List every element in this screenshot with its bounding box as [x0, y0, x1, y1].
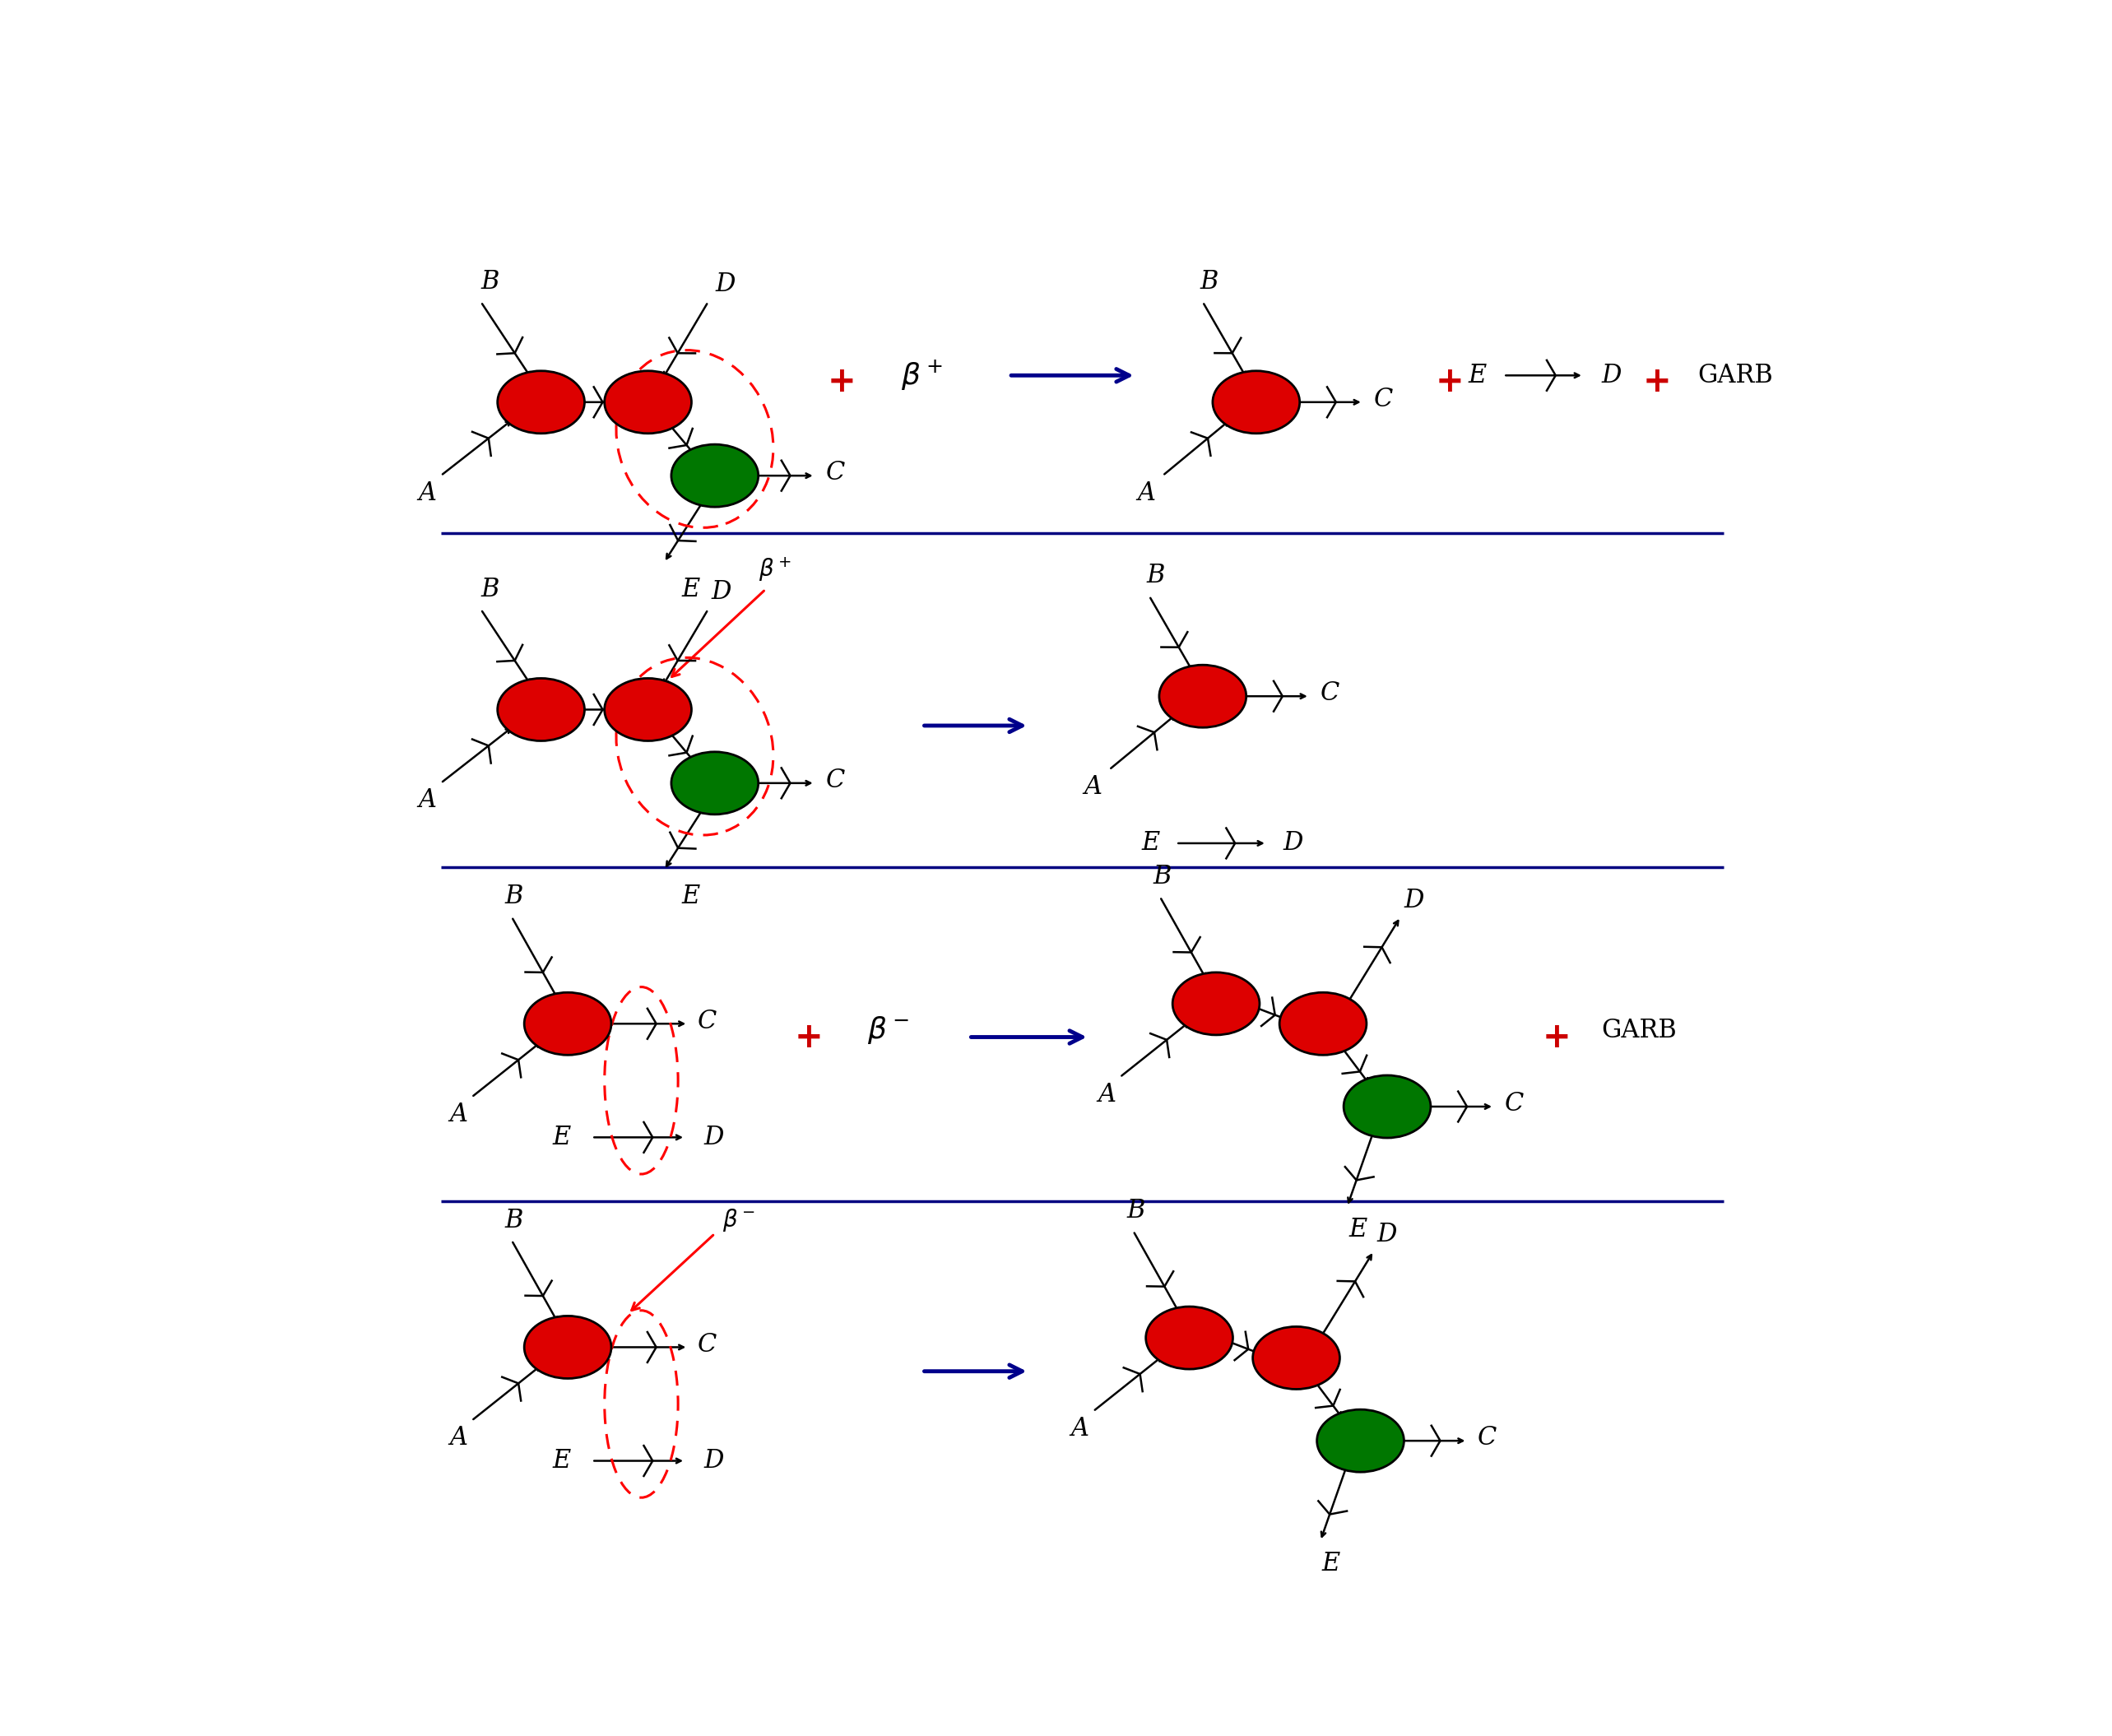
Text: C: C — [697, 1009, 716, 1035]
Text: GARB: GARB — [1698, 363, 1772, 389]
Text: D: D — [1377, 1222, 1398, 1248]
Ellipse shape — [524, 1316, 610, 1378]
Text: C: C — [1373, 387, 1392, 411]
Text: E: E — [551, 1125, 570, 1149]
Text: C: C — [1504, 1092, 1523, 1116]
Text: +: + — [1643, 365, 1671, 399]
Ellipse shape — [524, 993, 610, 1055]
Text: A: A — [1083, 774, 1102, 800]
Ellipse shape — [498, 679, 585, 741]
Text: B: B — [1153, 865, 1172, 889]
Ellipse shape — [1280, 993, 1366, 1055]
Ellipse shape — [498, 372, 585, 434]
Text: A: A — [418, 788, 437, 812]
Text: B: B — [1126, 1198, 1145, 1224]
Text: B: B — [482, 576, 498, 602]
Text: $\beta^-$: $\beta^-$ — [722, 1207, 756, 1233]
Text: +: + — [1542, 1019, 1571, 1054]
Text: $\beta^+$: $\beta^+$ — [758, 556, 792, 583]
Text: E: E — [682, 884, 699, 910]
Text: D: D — [1282, 830, 1303, 856]
Text: D: D — [1404, 889, 1423, 913]
Text: +: + — [828, 365, 855, 399]
Text: A: A — [1098, 1082, 1115, 1108]
Text: D: D — [703, 1125, 724, 1149]
Text: E: E — [1350, 1217, 1366, 1243]
Text: B: B — [1200, 269, 1219, 295]
Text: B: B — [482, 269, 498, 295]
Text: +: + — [1436, 365, 1464, 399]
Text: $\beta^-$: $\beta^-$ — [868, 1016, 910, 1047]
Text: +: + — [794, 1019, 824, 1054]
Text: E: E — [1322, 1550, 1341, 1576]
Text: B: B — [505, 1208, 524, 1233]
Text: E: E — [682, 576, 699, 602]
Ellipse shape — [1172, 972, 1259, 1035]
Ellipse shape — [604, 679, 691, 741]
Ellipse shape — [1252, 1326, 1339, 1389]
Text: B: B — [1147, 562, 1166, 589]
Text: C: C — [826, 767, 845, 793]
Text: E: E — [1468, 363, 1487, 389]
Text: $\beta^+$: $\beta^+$ — [902, 358, 942, 392]
Text: D: D — [712, 580, 731, 604]
Ellipse shape — [1212, 372, 1299, 434]
Text: A: A — [1138, 481, 1155, 505]
Text: D: D — [716, 273, 735, 297]
Ellipse shape — [1147, 1307, 1233, 1370]
Ellipse shape — [604, 372, 691, 434]
Ellipse shape — [1159, 665, 1246, 727]
Ellipse shape — [1318, 1410, 1404, 1472]
Text: A: A — [450, 1425, 467, 1451]
Text: D: D — [1601, 363, 1622, 389]
Text: GARB: GARB — [1601, 1017, 1677, 1043]
Ellipse shape — [672, 752, 758, 814]
Text: A: A — [418, 481, 437, 505]
Text: D: D — [703, 1448, 724, 1474]
Text: A: A — [1071, 1417, 1090, 1441]
Text: B: B — [505, 884, 524, 910]
Ellipse shape — [672, 444, 758, 507]
Text: C: C — [826, 460, 845, 486]
Text: E: E — [1143, 830, 1159, 856]
Text: A: A — [450, 1102, 467, 1127]
Text: C: C — [697, 1332, 716, 1358]
Text: E: E — [551, 1448, 570, 1474]
Text: C: C — [1320, 681, 1339, 707]
Text: C: C — [1478, 1425, 1497, 1451]
Ellipse shape — [1343, 1075, 1430, 1137]
